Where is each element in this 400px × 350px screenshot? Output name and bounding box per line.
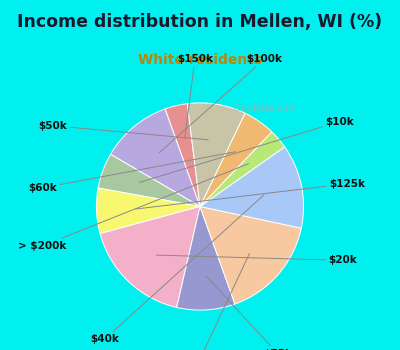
Wedge shape bbox=[200, 147, 304, 228]
Wedge shape bbox=[165, 104, 200, 206]
Text: $75k: $75k bbox=[206, 276, 292, 350]
Text: $50k: $50k bbox=[38, 121, 208, 140]
Wedge shape bbox=[96, 188, 200, 234]
Wedge shape bbox=[100, 206, 200, 307]
Wedge shape bbox=[200, 132, 285, 206]
Text: > $200k: > $200k bbox=[18, 164, 248, 251]
Text: $100k: $100k bbox=[159, 54, 282, 153]
Text: $20k: $20k bbox=[156, 255, 357, 265]
Text: $150k: $150k bbox=[177, 54, 213, 138]
Wedge shape bbox=[200, 206, 301, 304]
Wedge shape bbox=[187, 103, 245, 206]
Text: City-Data.com: City-Data.com bbox=[232, 104, 297, 113]
Text: White residents: White residents bbox=[138, 53, 262, 67]
Wedge shape bbox=[200, 113, 272, 206]
Text: $125k: $125k bbox=[136, 179, 365, 209]
Text: $30k: $30k bbox=[180, 253, 250, 350]
Text: $10k: $10k bbox=[140, 117, 354, 182]
Text: $40k: $40k bbox=[90, 195, 264, 344]
Wedge shape bbox=[98, 154, 200, 206]
Text: $60k: $60k bbox=[28, 152, 236, 193]
Wedge shape bbox=[110, 109, 200, 206]
Text: Income distribution in Mellen, WI (%): Income distribution in Mellen, WI (%) bbox=[18, 13, 382, 30]
Wedge shape bbox=[177, 206, 235, 310]
